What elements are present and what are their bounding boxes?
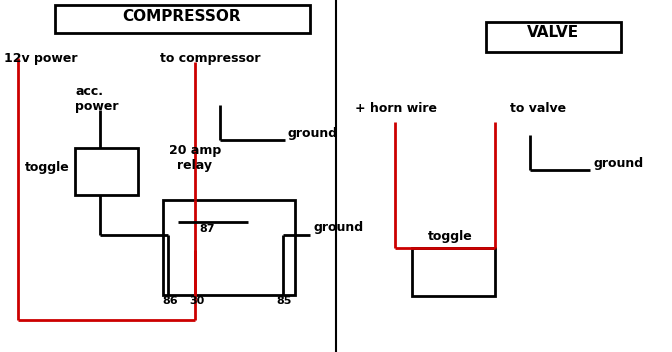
Text: to compressor: to compressor — [160, 52, 261, 65]
Text: to valve: to valve — [510, 102, 566, 115]
Bar — [75, 148, 138, 195]
Text: 30: 30 — [189, 296, 204, 306]
Bar — [412, 248, 495, 296]
Text: 86: 86 — [162, 296, 177, 306]
Text: COMPRESSOR: COMPRESSOR — [123, 9, 241, 24]
Text: ground: ground — [288, 126, 338, 139]
Text: 87: 87 — [200, 224, 215, 234]
Text: + horn wire: + horn wire — [355, 102, 437, 115]
Text: 12v power: 12v power — [4, 52, 77, 65]
Bar — [486, 22, 621, 52]
Text: ground: ground — [313, 221, 363, 234]
Text: toggle: toggle — [427, 230, 472, 243]
Text: ground: ground — [593, 157, 643, 170]
Bar — [163, 200, 295, 295]
Text: 85: 85 — [276, 296, 292, 306]
Text: acc.
power: acc. power — [75, 85, 118, 113]
Text: toggle: toggle — [26, 162, 70, 175]
Text: VALVE: VALVE — [527, 25, 579, 40]
Bar — [55, 5, 310, 33]
Text: 20 amp
relay: 20 amp relay — [169, 144, 221, 172]
